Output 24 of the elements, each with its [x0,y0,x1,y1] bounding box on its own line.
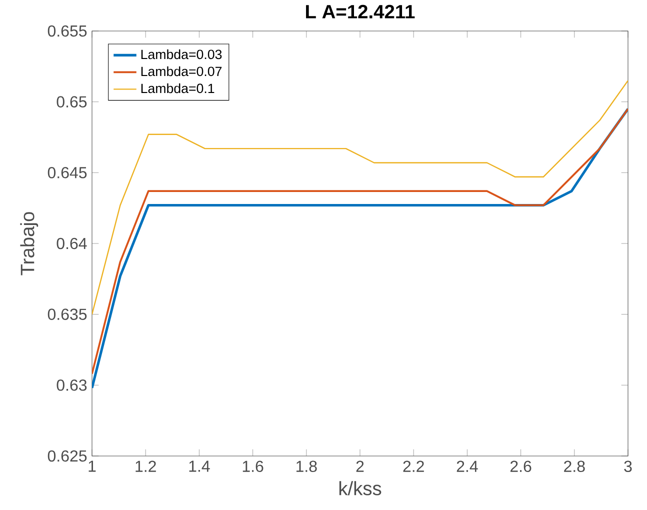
legend-label: Lambda=0.1 [141,83,214,94]
x-tick-label: 1.2 [136,460,156,472]
y-tick-label: 0.645 [48,167,87,178]
x-tick-label: 2.4 [456,460,478,472]
x-tick-label: 2.2 [403,460,424,472]
x-tick-label: 1.6 [242,460,264,472]
x-tick-label: 2.6 [510,460,532,472]
legend-label: Lambda=0.07 [141,66,222,76]
y-tick-label: 0.64 [56,238,87,250]
x-tick-label: 3 [624,460,632,472]
y-tick-label: 0.63 [56,379,87,391]
x-tick-label: 2.8 [564,460,585,472]
y-tick-label: 0.625 [48,450,87,462]
x-tick-label: 1 [88,460,96,472]
x-axis-title: k/kss [339,481,382,496]
x-tick-label: 1.8 [296,460,317,472]
legend-label: Lambda=0.03 [141,49,222,60]
y-tick-label: 0.655 [48,25,87,37]
x-tick-label: 1.4 [189,460,210,472]
y-axis-title: Trabajo [20,212,38,276]
y-tick-label: 0.635 [48,308,87,320]
x-tick-label: 2 [356,460,364,472]
chart-title: L A=12.4211 [306,4,415,18]
y-tick-label: 0.65 [56,96,87,108]
